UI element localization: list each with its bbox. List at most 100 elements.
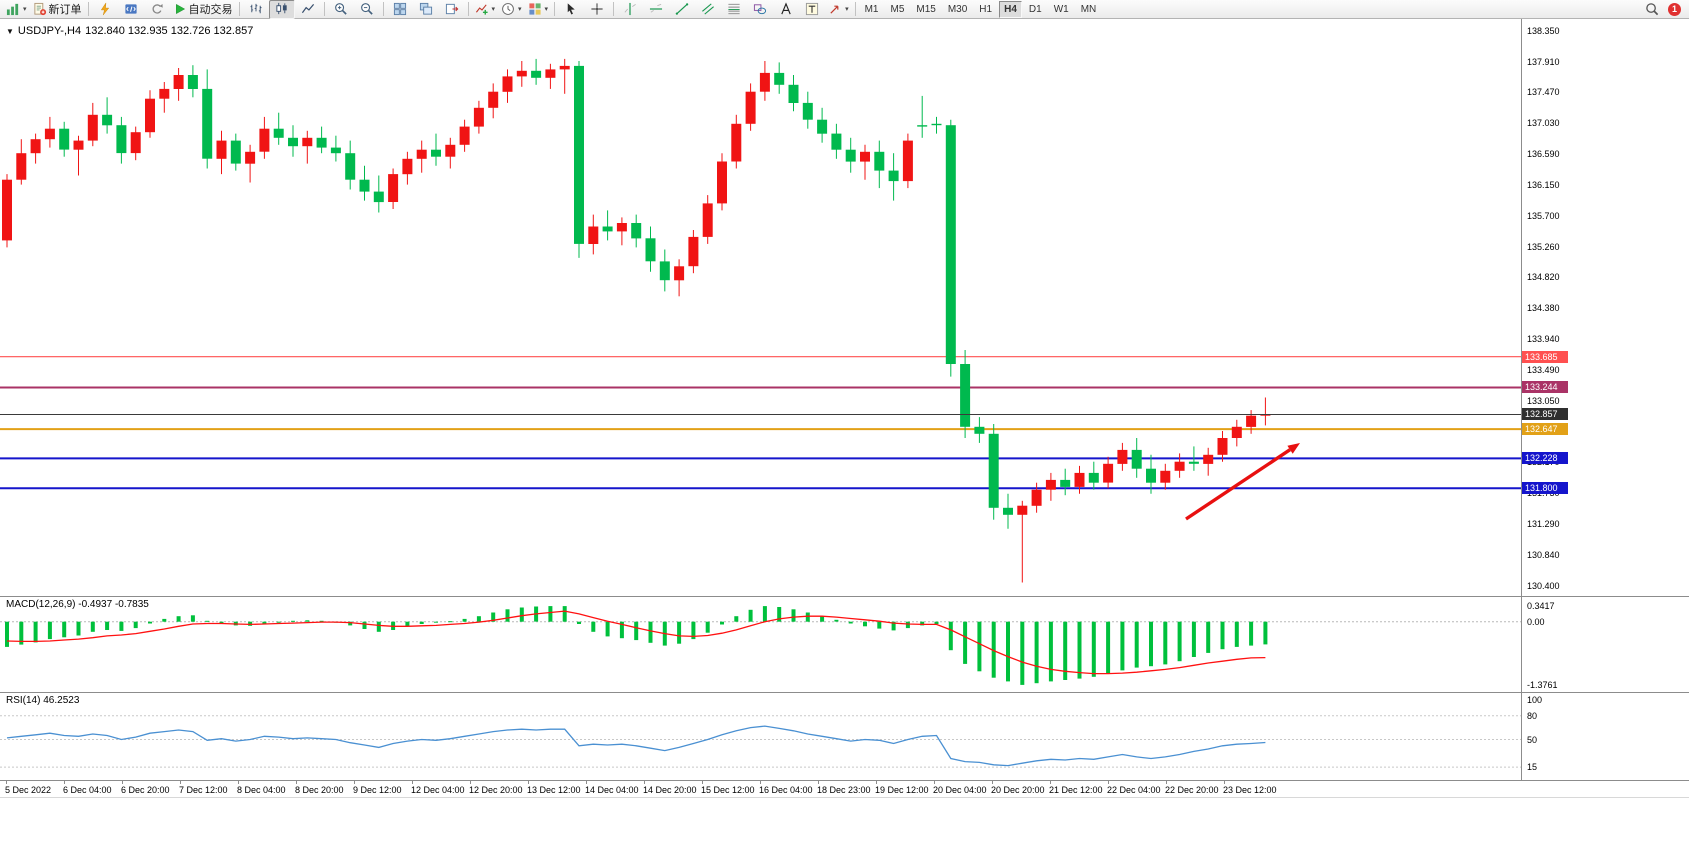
pane-separator-rsi[interactable]: [0, 690, 1689, 695]
toolbar-separator: [323, 2, 325, 16]
label-button[interactable]: [799, 0, 825, 19]
search-icon: [1645, 2, 1659, 16]
zoom-out-icon: [360, 2, 374, 16]
caret-down-icon: ▾: [23, 6, 27, 13]
arrows-button[interactable]: ▾: [825, 0, 852, 19]
timeframe-h4-button[interactable]: H4: [999, 0, 1022, 18]
timeframe-m15-button[interactable]: M15: [916, 3, 936, 15]
fibo-icon: [727, 2, 741, 16]
zoom-out-button[interactable]: [354, 0, 380, 19]
timeframe-w1-button[interactable]: W1: [1053, 3, 1069, 15]
refresh-button[interactable]: [144, 0, 170, 19]
crosshair-icon: [590, 2, 604, 16]
horizontal-line-button[interactable]: [643, 0, 669, 19]
date-axis[interactable]: [0, 781, 1689, 797]
tile-windows-button[interactable]: [387, 0, 413, 19]
toolbar-separator: [613, 2, 615, 16]
crosshair-button[interactable]: [584, 0, 610, 19]
channel-button[interactable]: [695, 0, 721, 19]
bars-icon: [249, 2, 263, 16]
textT-icon: [805, 2, 819, 16]
periods-button[interactable]: ▾: [498, 0, 525, 19]
cursor-icon: [564, 2, 578, 16]
timeframe-mn-button[interactable]: MN: [1080, 3, 1097, 15]
tile-icon: [393, 2, 407, 16]
play-icon: [173, 2, 187, 16]
indicators-button[interactable]: ▾: [472, 0, 499, 19]
text-button[interactable]: [773, 0, 799, 19]
horizontal-level-lines[interactable]: [0, 356, 1521, 490]
chart-shift-button[interactable]: [439, 0, 465, 19]
chart-title: ▼ USDJPY-,H4 132.840 132.935 132.726 132…: [6, 25, 253, 37]
shapes-icon: [753, 2, 767, 16]
arrowsym-icon: [828, 2, 842, 16]
templates-button[interactable]: ▾: [525, 0, 552, 19]
chart-ohlc-values: 132.840 132.935 132.726 132.857: [85, 25, 254, 37]
toolbar-separator: [467, 2, 469, 16]
clock-icon: [501, 2, 515, 16]
shapes-button[interactable]: [747, 0, 773, 19]
lightning-icon: [98, 2, 112, 16]
notifications-badge[interactable]: 1: [1668, 2, 1681, 16]
caret-down-icon: ▾: [544, 6, 549, 13]
cascade-icon: [419, 2, 433, 16]
pane-separator-macd[interactable]: [0, 594, 1689, 599]
rsi-indicator: [0, 715, 1521, 768]
timeframe-h1-button[interactable]: H1: [979, 3, 993, 15]
symbol-dropdown-icon[interactable]: ▼: [6, 26, 14, 36]
cursor-button[interactable]: [558, 0, 584, 19]
caret-down-icon: ▾: [518, 6, 522, 13]
price-axis[interactable]: [1521, 19, 1689, 780]
zoom-in-button[interactable]: [328, 0, 354, 19]
autotrading-button-label: 自动交易: [188, 4, 233, 16]
vline-icon: [623, 2, 637, 16]
new-order-button-label: 新订单: [48, 4, 82, 16]
timeframe-m30-button[interactable]: M30: [947, 3, 968, 15]
textA-icon: [779, 2, 793, 16]
hline-icon: [649, 2, 663, 16]
new-order-button[interactable]: 新订单: [30, 0, 85, 19]
toolbar-separator: [854, 2, 856, 16]
toolbar-separator: [238, 2, 240, 16]
caret-down-icon: ▾: [845, 6, 849, 13]
timeframe-m5-button[interactable]: M5: [890, 3, 905, 15]
trendline-icon: [675, 2, 689, 16]
candles-series: [2, 58, 1271, 583]
new-order-icon: [33, 2, 47, 16]
search-button[interactable]: [1639, 0, 1665, 19]
strategy-tester-button[interactable]: [92, 0, 118, 19]
rsi-indicator-label: RSI(14) 46.2523: [6, 695, 80, 706]
chart-plus-icon: [6, 2, 20, 16]
trendline-button[interactable]: [669, 0, 695, 19]
toolbar: ▾ 新订单 自动交易 ▾ ▾ ▾ ▾ M1 M5 M15 M30 H1 H4 D1 W1 MN 1: [0, 0, 1689, 19]
line-chart-button[interactable]: [295, 0, 321, 19]
macd-indicator-label: MACD(12,26,9) -0.4937 -0.7835: [6, 599, 149, 610]
toolbar-separator: [382, 2, 384, 16]
cascade-windows-button[interactable]: [413, 0, 439, 19]
fibonacci-button[interactable]: [721, 0, 747, 19]
metaeditor-button[interactable]: [118, 0, 144, 19]
channel-icon: [701, 2, 715, 16]
bar-chart-button[interactable]: [243, 0, 269, 19]
autotrading-button[interactable]: 自动交易: [170, 0, 236, 19]
timeframe-m1-button[interactable]: M1: [864, 3, 879, 15]
vertical-line-button[interactable]: [617, 0, 643, 19]
refresh-icon: [150, 2, 164, 16]
chart-symbol-period: USDJPY-,H4: [17, 25, 82, 37]
template-icon: [528, 2, 542, 16]
macd-indicator: [0, 606, 1521, 685]
macd-signal-line: [6, 610, 1266, 675]
candlestick-chart-button[interactable]: [268, 0, 295, 19]
timeframe-d1-button[interactable]: D1: [1028, 3, 1042, 15]
linechart-icon: [301, 2, 315, 16]
trend-arrow-annotation[interactable]: [1185, 443, 1300, 521]
candles-icon: [275, 2, 289, 16]
caret-down-icon: ▾: [491, 6, 496, 13]
toolbar-separator: [87, 2, 89, 16]
toolbar-separator: [554, 2, 556, 16]
zoom-in-icon: [334, 2, 348, 16]
shift-icon: [445, 2, 459, 16]
editor-icon: [124, 2, 138, 16]
new-chart-button[interactable]: ▾: [3, 0, 30, 19]
